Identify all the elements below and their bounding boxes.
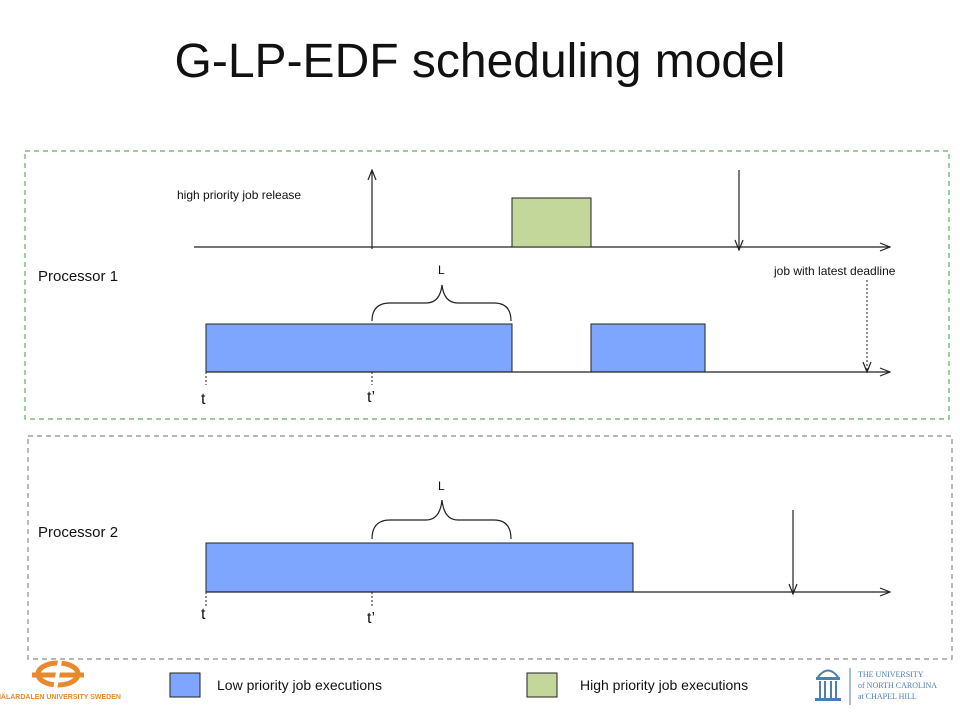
svg-text:of NORTH CAROLINA: of NORTH CAROLINA (858, 681, 937, 690)
svg-text:THE UNIVERSITY: THE UNIVERSITY (858, 670, 924, 679)
t-prime-label-p1: t’ (367, 389, 375, 406)
interval-brace-p1 (371, 284, 512, 322)
release-label: high priority job release (177, 188, 301, 202)
t-label-p2: t (201, 606, 206, 623)
processor1-label: Processor 1 (38, 268, 118, 285)
t-label-p1: t (201, 391, 206, 408)
unc-logo: THE UNIVERSITY of NORTH CAROLINA at CHAP… (815, 668, 937, 705)
high-priority-job-block (511, 197, 592, 248)
interval-label-p1: L (438, 263, 445, 277)
t-prime-label-p2: t’ (367, 610, 375, 627)
legend-high-label: High priority job executions (580, 677, 748, 693)
processor2-box (27, 435, 953, 660)
processor2-label: Processor 2 (38, 524, 118, 541)
processor1-box (24, 150, 950, 420)
low-priority-job-block (205, 542, 634, 593)
interval-brace-p2 (371, 499, 512, 540)
legend-high-swatch (526, 672, 558, 698)
page-title: G-LP-EDF scheduling model (174, 35, 786, 88)
mdh-logo: MÄLARDALEN UNIVERSITY SWEDEN (0, 659, 121, 701)
low-priority-job-block (590, 323, 706, 373)
interval-label-p2: L (438, 479, 445, 493)
svg-text:at CHAPEL HILL: at CHAPEL HILL (858, 692, 917, 701)
legend-low-swatch (169, 672, 201, 698)
low-priority-job-block (205, 323, 513, 373)
legend-low-label: Low priority job executions (217, 677, 382, 693)
deadline-label: job with latest deadline (773, 264, 896, 278)
svg-text:MÄLARDALEN UNIVERSITY SWEDEN: MÄLARDALEN UNIVERSITY SWEDEN (0, 693, 121, 701)
